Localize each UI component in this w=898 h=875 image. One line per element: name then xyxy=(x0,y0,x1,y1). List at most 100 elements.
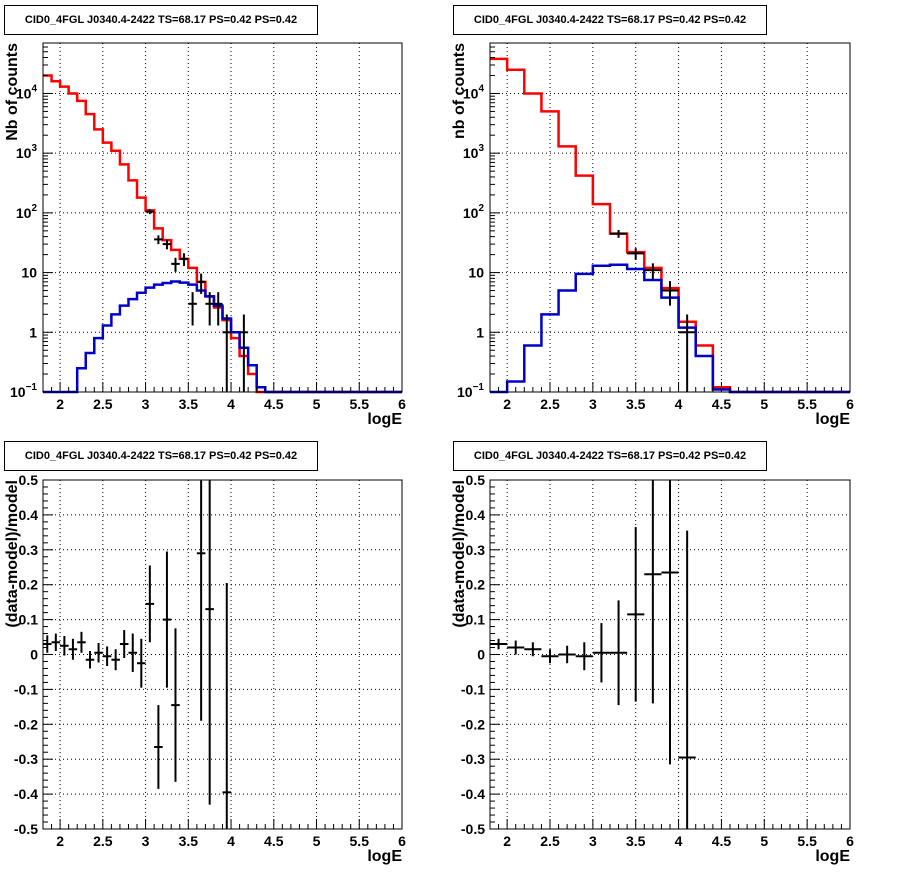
data-point xyxy=(644,480,662,704)
x-axis-label: logE xyxy=(815,411,850,428)
x-tick-label: 2.5 xyxy=(93,833,113,849)
y-tick-label: 0.1 xyxy=(19,612,39,628)
x-tick-label: 4 xyxy=(675,833,683,849)
panel-4-title: CID0_4FGL J0340.4-2422 TS=68.17 PS=0.42 … xyxy=(453,441,767,471)
y-tick-label: -0.5 xyxy=(14,821,38,837)
data-point xyxy=(145,209,155,215)
y-ticks xyxy=(43,42,53,393)
data-point xyxy=(102,646,112,667)
data-point xyxy=(94,642,103,663)
x-tick-label: 5 xyxy=(760,833,768,849)
x-ticks xyxy=(489,382,851,392)
y-tick-label: 102 xyxy=(16,203,38,221)
data-point xyxy=(222,314,232,392)
x-axis-label: logE xyxy=(367,411,402,428)
data-point xyxy=(644,263,662,280)
data-point xyxy=(213,292,223,326)
y-tick-label: 103 xyxy=(463,143,485,161)
panel-2-title: CID0_4FGL J0340.4-2422 TS=68.17 PS=0.42 … xyxy=(453,5,767,35)
data-point xyxy=(678,314,696,392)
data-point xyxy=(171,628,180,782)
x-tick-label: 4 xyxy=(675,396,683,412)
panel-1: 2 2.5 3 3.5 4 4.5 5 5.5 6 10−1 1 10 102 103 104 logE Nb … xyxy=(4,42,406,428)
y-tick-label: 10 xyxy=(21,265,37,281)
y-ticks xyxy=(43,479,53,830)
data-point xyxy=(239,314,249,392)
y-tick-label: -0.4 xyxy=(461,786,485,802)
data-point xyxy=(179,253,189,266)
y-axis-label: nb of counts xyxy=(451,43,468,139)
y-ticks xyxy=(490,42,500,393)
data-point xyxy=(661,281,679,306)
plot-frame xyxy=(42,479,403,830)
y-tick-label: -0.2 xyxy=(461,716,485,732)
x-axis-label: logE xyxy=(815,848,850,865)
x-tick-label: 5.5 xyxy=(797,396,817,412)
y-tick-label: 104 xyxy=(16,83,38,101)
data-point xyxy=(85,651,95,669)
y-tick-label: -0.1 xyxy=(14,681,38,697)
y-axis-label: (data-model)/model xyxy=(4,480,21,628)
x-tick-label: 2.5 xyxy=(93,396,113,412)
data-point xyxy=(154,705,163,789)
data-point xyxy=(60,636,69,656)
data-point xyxy=(43,635,52,653)
grid xyxy=(43,43,403,393)
x-ticks xyxy=(42,819,403,829)
y-tick-label: 10−1 xyxy=(10,382,37,400)
x-tick-label: 4 xyxy=(227,396,235,412)
y-tick-label: -0.1 xyxy=(461,681,485,697)
y-tick-label: 102 xyxy=(463,203,485,221)
x-tick-label: 6 xyxy=(846,396,854,412)
data-point xyxy=(490,638,508,650)
y-axis-label: (data-model)/model xyxy=(451,480,468,628)
x-tick-label: 5 xyxy=(313,833,321,849)
x-tick-label: 4.5 xyxy=(712,396,732,412)
data-point xyxy=(68,638,78,660)
x-tick-label: 4 xyxy=(227,833,235,849)
data-point xyxy=(171,257,180,272)
y-tick-label: 1 xyxy=(476,324,484,340)
y-tick-label: 0 xyxy=(30,647,38,663)
data-point xyxy=(610,229,628,238)
x-ticks xyxy=(489,819,851,829)
y-tick-label: 0.1 xyxy=(466,612,486,628)
source-histogram xyxy=(43,280,402,394)
plot-frame xyxy=(42,42,403,393)
x-tick-label: 2 xyxy=(503,396,511,412)
data-point xyxy=(77,631,86,653)
y-axis-label: Nb of counts xyxy=(4,43,21,141)
y-tick-label: 0.5 xyxy=(466,472,486,488)
x-tick-label: 3.5 xyxy=(179,833,199,849)
y-tick-label: 104 xyxy=(463,83,485,101)
data-point xyxy=(205,480,214,805)
x-tick-label: 3 xyxy=(589,396,597,412)
y-tick-label: 103 xyxy=(16,143,38,161)
y-tick-label: -0.3 xyxy=(14,751,38,767)
y-tick-label: 0.2 xyxy=(19,577,39,593)
panel-1-title: CID0_4FGL J0340.4-2422 TS=68.17 PS=0.42 … xyxy=(4,5,318,35)
y-tick-label: 0.4 xyxy=(19,507,39,523)
x-tick-label: 4.5 xyxy=(264,396,284,412)
x-tick-label: 5.5 xyxy=(797,833,817,849)
x-tick-label: 6 xyxy=(398,396,406,412)
x-ticks xyxy=(42,382,403,392)
panel-3: 2 2.5 3 3.5 4 4.5 5 5.5 6 -0.5 -0.4 -0.3 -0.2 -0.1 0 0.… xyxy=(4,472,406,865)
data-point xyxy=(128,633,138,672)
x-tick-label: 3.5 xyxy=(179,396,199,412)
y-tick-label: 0.2 xyxy=(466,577,486,593)
data-point xyxy=(524,642,542,657)
data-point xyxy=(627,527,645,702)
x-tick-label: 5 xyxy=(313,396,321,412)
y-tick-label: 1 xyxy=(29,324,37,340)
y-tick-label: 0.5 xyxy=(19,472,39,488)
data-point xyxy=(205,292,214,326)
y-tick-label: 10−1 xyxy=(457,382,484,400)
data-point xyxy=(154,235,163,245)
data-point xyxy=(145,565,155,643)
data-point xyxy=(162,239,172,250)
plot-frame xyxy=(489,42,851,393)
panel-4: 2 2.5 3 3.5 4 4.5 5 5.5 6 -0.5 -0.4 -0.3 -0.2 -0.1 0 0.… xyxy=(451,472,854,865)
data-point xyxy=(592,623,610,683)
x-tick-label: 5 xyxy=(760,396,768,412)
